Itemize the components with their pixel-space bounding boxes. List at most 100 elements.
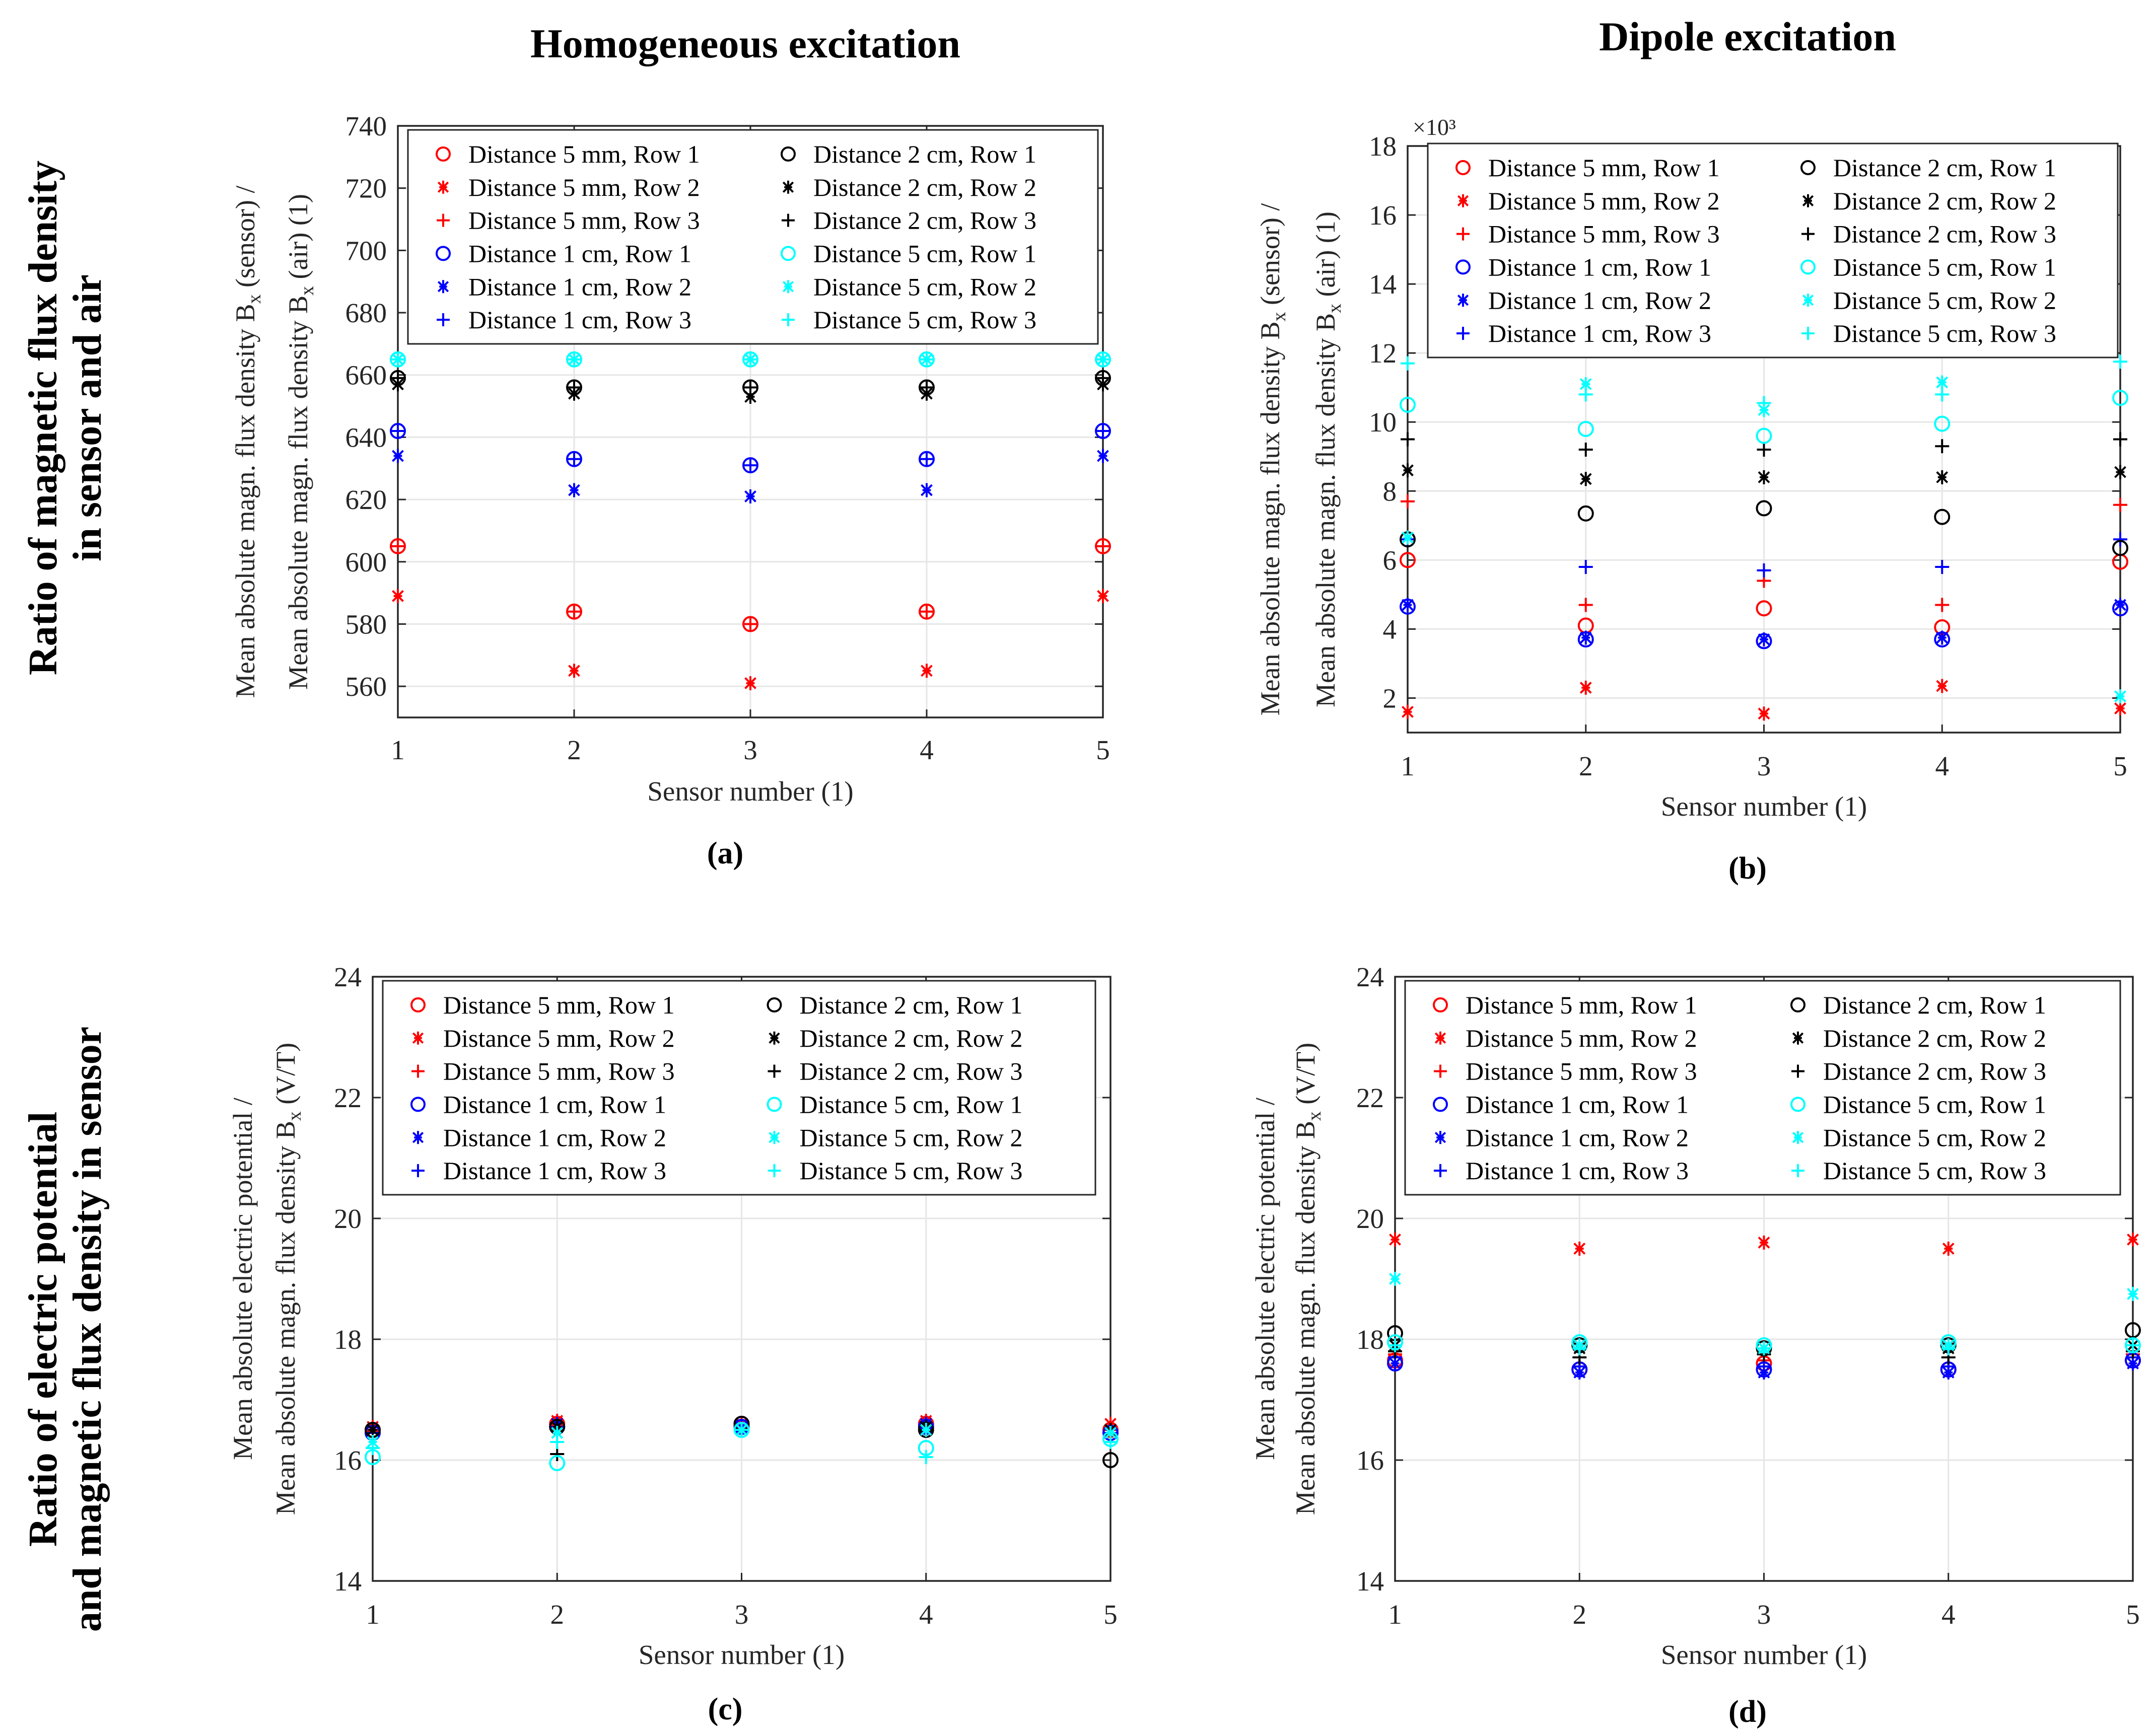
data-point xyxy=(1936,470,1949,484)
y-exponent-label: ×10³ xyxy=(1413,114,1456,140)
series-distance-5-cm-row-3 xyxy=(1388,1338,2140,1355)
data-point xyxy=(1401,494,1415,509)
legend-marker xyxy=(411,1064,425,1078)
y-axis-label-line: Mean absolute electric potential / xyxy=(228,1098,258,1460)
data-point xyxy=(1579,630,1592,645)
x-tick-label: 2 xyxy=(550,1599,565,1630)
data-point xyxy=(1578,598,1593,612)
legend-marker xyxy=(410,1097,426,1112)
data-point xyxy=(920,352,934,367)
x-tick-label: 2 xyxy=(1573,1599,1587,1630)
data-point xyxy=(2114,689,2126,704)
legend-box xyxy=(1427,142,2119,358)
data-points xyxy=(390,351,1111,690)
data-point xyxy=(1389,1233,1401,1247)
series-distance-5-mm-row-2 xyxy=(1402,679,2126,721)
legend-marker xyxy=(437,313,450,327)
data-point xyxy=(921,664,933,678)
data-point xyxy=(1935,560,1950,574)
data-point xyxy=(1402,530,1414,545)
y-tick-label: 4 xyxy=(1383,614,1397,644)
legend-marker xyxy=(1802,194,1814,207)
legend-marker xyxy=(1456,227,1470,241)
legend-entry-label: Distance 5 cm, Row 1 xyxy=(800,1090,1023,1118)
series-distance-2-cm-row-1 xyxy=(1400,500,2128,556)
panel-label: (b) xyxy=(1728,851,1767,886)
y-tick-label: 14 xyxy=(334,1566,362,1597)
y-axis-label-line: Mean absolute magn. flux density Bx (air… xyxy=(283,194,318,690)
legend-entry-label: Distance 1 cm, Row 3 xyxy=(468,306,691,334)
y-tick-label: 14 xyxy=(1356,1566,1384,1597)
x-tick-label: 3 xyxy=(1757,751,1771,781)
legend-entry-label: Distance 5 cm, Row 2 xyxy=(1823,1123,2046,1151)
legend-entry-label: Distance 2 cm, Row 1 xyxy=(1833,154,2056,182)
legend-marker xyxy=(1434,1131,1446,1144)
legend-marker xyxy=(436,146,451,162)
data-point xyxy=(1401,356,1415,371)
legend-entry-label: Distance 5 mm, Row 1 xyxy=(443,991,675,1019)
data-point xyxy=(744,489,756,503)
data-point xyxy=(1402,598,1414,612)
data-point xyxy=(1757,443,1771,457)
legend-entry-label: Distance 1 cm, Row 1 xyxy=(468,239,691,267)
legend-entry-label: Distance 2 cm, Row 2 xyxy=(1833,187,2056,215)
y-tick-label: 660 xyxy=(345,360,387,391)
legend-entry-label: Distance 5 mm, Row 1 xyxy=(1466,991,1697,1019)
data-point xyxy=(1400,396,1416,413)
data-point xyxy=(919,1450,933,1464)
y-tick-label: 16 xyxy=(334,1445,362,1476)
legend-entry-label: Distance 5 mm, Row 1 xyxy=(1488,154,1720,182)
row-title-1-line-2: in sensor and air xyxy=(65,274,110,561)
y-tick-label: 8 xyxy=(1383,476,1397,507)
data-point xyxy=(1572,1341,1587,1355)
legend-entry-label: Distance 2 cm, Row 2 xyxy=(800,1024,1023,1052)
data-point xyxy=(1935,387,1950,402)
legend-entry-label: Distance 5 cm, Row 1 xyxy=(1823,1090,2046,1118)
data-point xyxy=(391,352,405,367)
legend-marker xyxy=(769,1131,780,1144)
series-distance-1-cm-row-2 xyxy=(392,449,1109,503)
legend-entry-label: Distance 5 mm, Row 2 xyxy=(443,1024,675,1052)
data-point xyxy=(1402,704,1414,719)
data-point xyxy=(1935,439,1950,454)
y-axis-label-line: Mean absolute electric potential / xyxy=(1250,1098,1280,1460)
x-axis-label: Sensor number (1) xyxy=(647,776,853,807)
data-point xyxy=(2114,701,2126,716)
y-tick-label: 700 xyxy=(345,235,387,266)
legend-entry-label: Distance 5 cm, Row 3 xyxy=(1823,1156,2046,1185)
legend-marker xyxy=(1434,1031,1446,1045)
x-tick-label: 2 xyxy=(1579,751,1593,781)
data-point xyxy=(2114,598,2126,612)
y-tick-label: 18 xyxy=(1356,1324,1384,1355)
legend-marker xyxy=(1457,294,1469,307)
legend-marker xyxy=(1800,259,1816,275)
series-distance-5-mm-row-3 xyxy=(1401,494,2127,612)
legend-marker xyxy=(1792,1131,1804,1144)
y-tick-label: 14 xyxy=(1369,269,1397,300)
legend-marker xyxy=(768,1064,781,1078)
legend-marker xyxy=(1434,1164,1447,1178)
legend-entry-label: Distance 1 cm, Row 3 xyxy=(443,1156,666,1185)
legend-entry-label: Distance 5 mm, Row 3 xyxy=(1466,1057,1697,1086)
data-point xyxy=(392,589,404,603)
data-point xyxy=(1104,1426,1117,1440)
data-point xyxy=(1400,552,1416,568)
y-tick-label: 16 xyxy=(1356,1445,1384,1476)
y-tick-label: 720 xyxy=(345,173,387,204)
legend-marker xyxy=(436,246,451,261)
data-point xyxy=(1578,443,1593,457)
data-point xyxy=(1389,1272,1401,1286)
legend-marker xyxy=(437,180,449,194)
x-tick-label: 5 xyxy=(2113,751,2127,781)
legend: Distance 5 mm, Row 1 Distance 2 cm, Row 1… xyxy=(1427,142,2119,358)
data-point xyxy=(1757,396,1771,410)
legend-entry-label: Distance 5 cm, Row 1 xyxy=(1833,253,2056,281)
data-point xyxy=(1402,463,1414,478)
y-tick-label: 600 xyxy=(345,547,387,577)
data-point xyxy=(2127,1287,2139,1301)
legend-marker xyxy=(437,280,449,294)
y-tick-label: 24 xyxy=(1356,962,1384,992)
legend-marker xyxy=(1455,160,1471,175)
data-point xyxy=(1756,427,1772,444)
